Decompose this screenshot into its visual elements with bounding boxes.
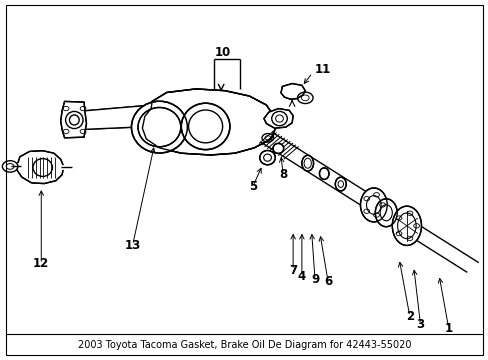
Ellipse shape <box>259 150 275 165</box>
Ellipse shape <box>138 108 181 147</box>
Ellipse shape <box>335 177 346 191</box>
Polygon shape <box>142 89 276 155</box>
Text: 9: 9 <box>310 273 319 286</box>
Text: 8: 8 <box>279 168 287 181</box>
Ellipse shape <box>374 199 396 227</box>
Ellipse shape <box>319 168 328 179</box>
Text: 12: 12 <box>33 257 49 270</box>
Text: 6: 6 <box>324 275 331 288</box>
Text: 7: 7 <box>288 264 297 276</box>
Text: 13: 13 <box>124 239 141 252</box>
Polygon shape <box>260 132 478 273</box>
Text: 2003 Toyota Tacoma Gasket, Brake Oil De Diagram for 42443-55020: 2003 Toyota Tacoma Gasket, Brake Oil De … <box>78 340 410 350</box>
Ellipse shape <box>391 206 421 246</box>
Ellipse shape <box>360 188 386 222</box>
Text: 1: 1 <box>444 322 452 335</box>
Polygon shape <box>61 102 86 138</box>
Polygon shape <box>281 84 305 99</box>
Text: 4: 4 <box>297 270 305 283</box>
Text: 3: 3 <box>416 318 424 331</box>
Ellipse shape <box>301 156 313 171</box>
Text: 5: 5 <box>248 180 257 193</box>
Polygon shape <box>17 151 63 184</box>
Text: 11: 11 <box>314 63 330 76</box>
Polygon shape <box>264 109 292 128</box>
Polygon shape <box>69 105 152 130</box>
Ellipse shape <box>181 103 229 150</box>
Text: 10: 10 <box>214 46 230 59</box>
Ellipse shape <box>131 101 187 153</box>
Text: 2: 2 <box>405 310 413 323</box>
Ellipse shape <box>272 143 283 153</box>
